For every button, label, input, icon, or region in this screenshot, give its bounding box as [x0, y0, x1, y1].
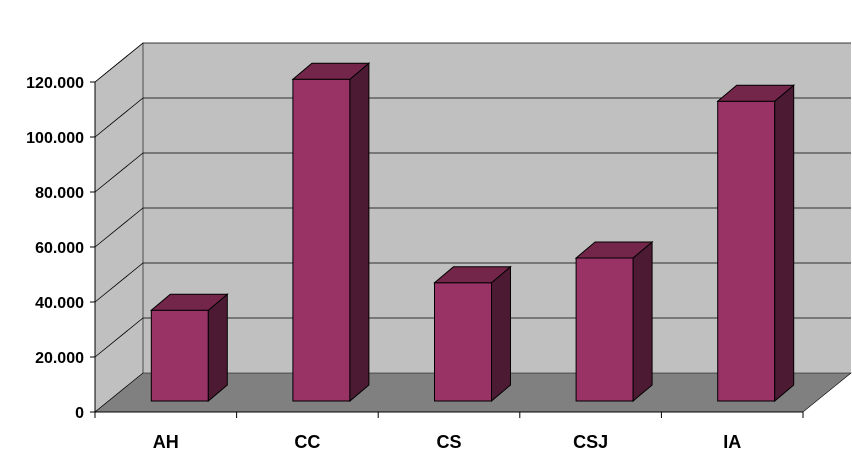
bar-top: [716, 84, 796, 102]
bar-front: [434, 282, 492, 402]
bar-front: [575, 257, 634, 402]
bar-top: [433, 266, 512, 284]
bar: [291, 62, 371, 403]
y-tick-label: 120.000: [26, 75, 84, 92]
y-tick-label: 20.000: [35, 350, 84, 367]
x-tick-label: CC: [294, 432, 320, 452]
bar-side: [349, 62, 370, 403]
y-tick-label: 40.000: [35, 295, 84, 312]
gridline: [94, 42, 851, 83]
bar: [716, 84, 796, 403]
bar-front: [717, 100, 776, 402]
y-tick-label: 0: [75, 405, 84, 422]
bars: [149, 62, 796, 403]
bar: [433, 265, 512, 403]
bar-top: [291, 62, 371, 80]
bar: [574, 240, 654, 403]
x-axis-tick-labels: AH CC CS CSJ IA: [153, 432, 741, 452]
x-tick-label: AH: [153, 432, 179, 452]
bar-side: [774, 84, 795, 403]
y-tick-label: 80.000: [35, 185, 84, 202]
gridline: [94, 207, 851, 248]
gridline: [94, 97, 851, 138]
bar: [149, 293, 229, 403]
axes: [90, 81, 804, 418]
bar-side: [632, 240, 653, 403]
bar-side: [491, 265, 511, 403]
x-tick-label: IA: [723, 432, 741, 452]
bar-top: [574, 241, 654, 259]
bar-top: [149, 293, 229, 311]
y-tick-label: 100.000: [26, 130, 84, 147]
bar-front: [292, 78, 351, 402]
y-tick-label: 60.000: [35, 240, 84, 257]
x-tick-label: CSJ: [573, 432, 608, 452]
y-axis-tick-labels: 0 20.000 40.000 60.000 80.000 100.000 120.000: [26, 75, 84, 422]
bar-side: [207, 293, 228, 403]
x-tick-label: CS: [436, 432, 461, 452]
gridline: [94, 152, 851, 193]
bar-front: [150, 309, 209, 402]
